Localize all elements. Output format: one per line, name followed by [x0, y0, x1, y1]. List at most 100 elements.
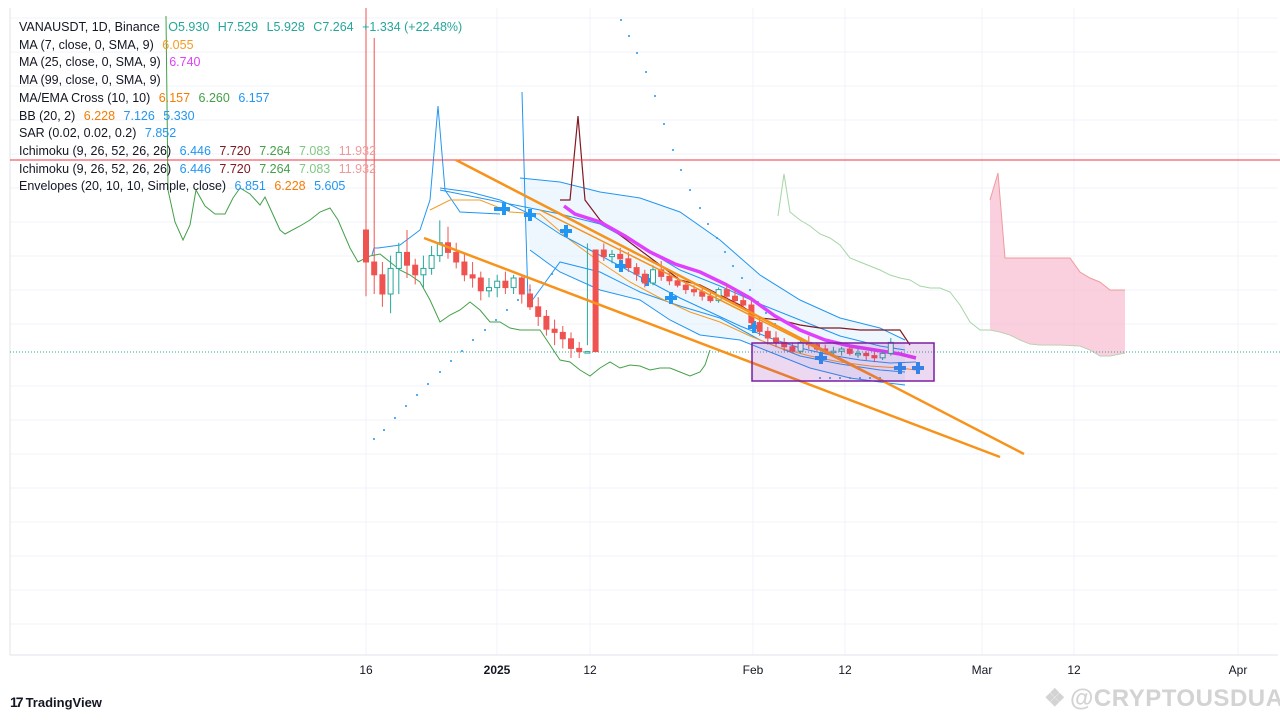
- close-value: C7.264: [313, 20, 354, 34]
- indicator-label: MA (99, close, 0, SMA, 9): [19, 73, 161, 88]
- ichimoku-cloud-edge: [989, 172, 1125, 291]
- legend-ma-ema-cross[interactable]: MA/EMA Cross (10, 10) 6.157 6.260 6.157: [19, 90, 467, 108]
- candle-body-bullish[interactable]: [838, 348, 845, 352]
- indicator-label: MA (25, close, 0, SMA, 9): [19, 55, 161, 70]
- candle-body-bearish[interactable]: [518, 277, 525, 295]
- candle-body-bearish[interactable]: [461, 261, 468, 276]
- legend-ma25[interactable]: MA (25, close, 0, SMA, 9) 6.740: [19, 54, 467, 72]
- candle-body-bearish[interactable]: [691, 289, 697, 293]
- candle-body-bearish[interactable]: [773, 337, 779, 343]
- candle-body-bearish[interactable]: [535, 306, 542, 317]
- legend-bb[interactable]: BB (20, 2) 6.228 7.126 5.330: [19, 108, 467, 126]
- indicator-value: 6.446: [179, 143, 211, 158]
- indicator-value: 6.228: [83, 108, 116, 123]
- x-tick-label: Feb: [743, 663, 764, 677]
- candle-body-bullish[interactable]: [494, 280, 501, 289]
- candle-body-bearish[interactable]: [863, 352, 870, 357]
- candle-body-bullish[interactable]: [650, 269, 656, 284]
- candle-body-bearish[interactable]: [707, 295, 714, 302]
- candle-body-bearish[interactable]: [740, 300, 747, 306]
- candle-body-bearish[interactable]: [576, 347, 583, 353]
- candle-body-bearish[interactable]: [682, 284, 689, 291]
- candle-body-bullish[interactable]: [830, 350, 837, 354]
- candle-body-bearish[interactable]: [600, 249, 607, 258]
- candle-body-bearish[interactable]: [641, 273, 648, 284]
- candle-body-bearish[interactable]: [617, 253, 624, 260]
- legend-ichimoku-1[interactable]: Ichimoku (9, 26, 52, 26, 26) 6.446 7.720…: [19, 143, 467, 161]
- candle-body-bearish[interactable]: [363, 229, 369, 263]
- candle-body-bearish[interactable]: [789, 346, 796, 352]
- watermark: ❖ @CRYPTOUSDUA: [1044, 684, 1280, 713]
- indicator-value: 11.932: [338, 161, 377, 176]
- trendline-inner: [539, 209, 901, 391]
- candle-body-bearish[interactable]: [379, 274, 386, 295]
- tradingview-logo[interactable]: 17 TradingView: [10, 694, 102, 710]
- candle-body-bearish[interactable]: [732, 295, 738, 302]
- x-tick-label: Mar: [972, 663, 993, 677]
- candle-body-bullish[interactable]: [609, 253, 615, 258]
- indicator-value: 7.264: [259, 161, 291, 176]
- candle-body-bearish[interactable]: [404, 251, 410, 266]
- indicator-value: 6.446: [179, 161, 211, 176]
- candle-body-bearish[interactable]: [674, 280, 681, 286]
- tradingview-logo-icon: 17: [10, 694, 24, 710]
- ichimoku-cloud-bearish: [990, 173, 1125, 356]
- candle-body-bullish[interactable]: [395, 251, 402, 269]
- candle-body-bearish[interactable]: [412, 264, 419, 276]
- candle-body-bearish[interactable]: [568, 338, 574, 349]
- legend-ichimoku-2[interactable]: Ichimoku (9, 26, 52, 26, 26) 6.446 7.720…: [19, 161, 467, 179]
- x-tick-label: 12: [838, 663, 852, 677]
- high-value: H7.529: [217, 20, 259, 34]
- trendline-upper: [455, 158, 1025, 456]
- legend-ma7[interactable]: MA (7, close, 0, SMA, 9) 6.055: [19, 37, 467, 55]
- ma-25-line: [562, 204, 917, 360]
- change-value: +1.334 (+22.48%): [362, 20, 463, 34]
- candle-body-bullish[interactable]: [855, 352, 861, 356]
- candle-body-bullish[interactable]: [420, 267, 427, 276]
- indicator-value: 7.126: [123, 108, 155, 123]
- indicator-label: Envelopes (20, 10, 10, Simple, close): [19, 179, 227, 194]
- candle-body-bullish[interactable]: [387, 267, 394, 295]
- candle-body-bullish[interactable]: [879, 352, 886, 359]
- candle-body-bullish[interactable]: [510, 277, 517, 289]
- candle-body-bearish[interactable]: [371, 261, 378, 276]
- watermark-icon: ❖: [1044, 685, 1067, 712]
- candle-body-bearish[interactable]: [633, 267, 640, 275]
- candle-body-bearish[interactable]: [625, 258, 632, 269]
- candle-body-bearish[interactable]: [543, 315, 550, 330]
- candle-body-bullish[interactable]: [428, 255, 435, 269]
- candle-body-bearish[interactable]: [723, 289, 730, 297]
- indicator-value: 5.330: [163, 108, 195, 123]
- candle-body-bearish[interactable]: [527, 293, 533, 308]
- x-tick-label: 2025: [484, 663, 511, 677]
- candle-body-bearish[interactable]: [469, 274, 476, 279]
- candlesticks: [363, 8, 894, 363]
- candle-body-bearish[interactable]: [756, 322, 763, 332]
- indicator-value: 6.260: [198, 90, 230, 105]
- candle-body-bearish[interactable]: [477, 277, 484, 292]
- legend-ma99[interactable]: MA (99, close, 0, SMA, 9): [19, 72, 467, 90]
- candle-body-bearish[interactable]: [559, 331, 566, 340]
- candle-body-bearish[interactable]: [846, 348, 853, 354]
- x-axis-labels: 16 2025 12 Feb 12 Mar 12 Apr: [359, 663, 1247, 677]
- candle-body-bearish[interactable]: [764, 330, 771, 339]
- x-tick-label: 16: [359, 663, 373, 677]
- candle-body-bearish[interactable]: [871, 355, 878, 359]
- candle-body-bearish[interactable]: [592, 249, 599, 353]
- legend-envelopes[interactable]: Envelopes (20, 10, 10, Simple, close) 6.…: [19, 178, 467, 196]
- indicator-label: BB (20, 2): [19, 108, 76, 123]
- symbol-row[interactable]: VANAUSDT, 1D, Binance O5.930 H7.529 L5.9…: [19, 19, 467, 37]
- candle-body-bullish[interactable]: [584, 351, 591, 354]
- indicator-value: 6.740: [169, 55, 201, 70]
- candle-body-bearish[interactable]: [453, 251, 460, 263]
- candle-body-bearish[interactable]: [502, 280, 509, 289]
- accumulation-zone-box[interactable]: [751, 342, 935, 382]
- indicator-value: 7.264: [259, 143, 291, 158]
- candle-body-bullish[interactable]: [486, 287, 492, 292]
- trendline-lower: [423, 236, 1001, 459]
- candle-body-bearish[interactable]: [551, 328, 558, 333]
- bollinger-upper: [519, 177, 906, 341]
- candle-body-bearish[interactable]: [666, 275, 673, 282]
- legend-sar[interactable]: SAR (0.02, 0.02, 0.2) 7.852: [19, 125, 467, 143]
